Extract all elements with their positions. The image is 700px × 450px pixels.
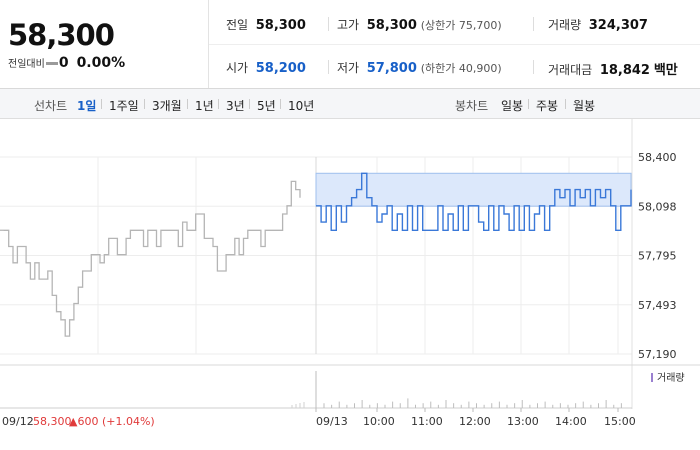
tab-5year[interactable]: 5년 bbox=[257, 99, 276, 113]
lower-limit: (하한가 40,900) bbox=[420, 62, 502, 75]
tab-weekly[interactable]: 주봉 bbox=[536, 99, 559, 113]
tab-separator bbox=[101, 99, 102, 109]
prev-close-label: 전일 bbox=[226, 18, 249, 32]
prev-close-value: 58,300 bbox=[255, 18, 306, 33]
current-price: 58,300 bbox=[8, 18, 115, 52]
open: 시가 58,200 bbox=[226, 59, 306, 76]
volume: 거래량 324,307 bbox=[548, 16, 648, 33]
y-tick-label: 57,795 bbox=[638, 250, 677, 263]
low-value: 57,800 bbox=[366, 61, 417, 76]
line-chart-label: 선차트 bbox=[34, 99, 68, 113]
x-tick-label: 09/13 bbox=[316, 415, 348, 428]
tab-10year[interactable]: 10년 bbox=[288, 99, 315, 113]
change-percent: 0.00% bbox=[76, 55, 126, 71]
open-value: 58,200 bbox=[255, 61, 306, 76]
tab-3month[interactable]: 3개월 bbox=[152, 99, 182, 113]
stats-divider bbox=[209, 44, 700, 45]
tab-separator bbox=[528, 99, 529, 109]
prev-date: 09/12 bbox=[2, 415, 34, 428]
change-label: 전일대비 bbox=[8, 59, 45, 70]
y-tick-label: 58,098 bbox=[638, 200, 677, 213]
y-tick-label: 57,493 bbox=[638, 299, 677, 312]
y-tick-label: 57,190 bbox=[638, 348, 677, 361]
prev-close: 전일 58,300 bbox=[226, 16, 306, 33]
low: 저가 57,800 (하한가 40,900) bbox=[337, 59, 502, 76]
volume-legend: 거래량 bbox=[657, 372, 685, 384]
x-tick-label: 15:00 bbox=[604, 415, 636, 428]
tab-separator bbox=[565, 99, 566, 109]
range-fill bbox=[315, 172, 632, 207]
x-tick-label: 14:00 bbox=[555, 415, 587, 428]
separator bbox=[328, 60, 329, 74]
x-tick-label: 12:00 bbox=[459, 415, 491, 428]
today-line bbox=[316, 172, 632, 231]
tab-1week[interactable]: 1주일 bbox=[109, 99, 139, 113]
x-tick-label: 13:00 bbox=[507, 415, 539, 428]
tab-3year[interactable]: 3년 bbox=[226, 99, 245, 113]
x-tick-label: 11:00 bbox=[411, 415, 443, 428]
separator bbox=[533, 60, 534, 74]
volume-value: 324,307 bbox=[588, 18, 648, 33]
price-box: 58,300 전일대비 0 0.00% bbox=[0, 0, 209, 88]
upper-limit: (상한가 75,700) bbox=[420, 19, 502, 32]
tab-separator bbox=[218, 99, 219, 109]
amount: 거래대금 18,842 백만 bbox=[548, 59, 678, 78]
x-axis-labels: 09/13 10:00 11:00 12:00 13:00 14:00 15:00 bbox=[315, 408, 636, 428]
x-tick-label: 10:00 bbox=[363, 415, 395, 428]
price-lines bbox=[0, 172, 632, 337]
separator bbox=[328, 17, 329, 31]
price-chart: 58,400 58,098 57,795 57,493 57,190 09/13 10:0… bbox=[0, 119, 700, 428]
tab-separator bbox=[144, 99, 145, 109]
open-label: 시가 bbox=[226, 61, 249, 75]
tab-monthly[interactable]: 월봉 bbox=[573, 99, 596, 113]
tab-daily[interactable]: 일봉 bbox=[501, 99, 524, 113]
prev-day-line bbox=[0, 180, 301, 337]
change-value: 0 bbox=[58, 55, 69, 71]
price-change: 전일대비 0 0.00% bbox=[8, 55, 125, 71]
prev-change: ▲600 (+1.04%) bbox=[69, 415, 155, 428]
high-value: 58,300 bbox=[366, 18, 417, 33]
y-axis-labels: 58,400 58,098 57,795 57,493 57,190 bbox=[638, 151, 677, 361]
volume-label: 거래량 bbox=[548, 18, 582, 32]
prev-price: 58,300 bbox=[33, 415, 72, 428]
high-label: 고가 bbox=[337, 18, 360, 32]
amount-value: 18,842 bbox=[599, 63, 650, 78]
chart-grid bbox=[0, 119, 700, 409]
low-label: 저가 bbox=[337, 61, 360, 75]
volume-legend-swatch bbox=[651, 373, 653, 382]
quote-header: 58,300 전일대비 0 0.00% 전일 58,300 고가 58,300 (상… bbox=[0, 0, 700, 89]
separator bbox=[533, 17, 534, 31]
flat-icon bbox=[45, 62, 58, 65]
tab-separator bbox=[249, 99, 250, 109]
amount-unit: 백만 bbox=[653, 63, 678, 78]
chart-tabs: 선차트 1일 1주일 3개월 1년 3년 5년 10년 봉차트 일봉 주봉 월봉 bbox=[0, 89, 700, 119]
tab-1year[interactable]: 1년 bbox=[195, 99, 214, 113]
tab-1day[interactable]: 1일 bbox=[77, 99, 97, 113]
y-tick-label: 58,400 bbox=[638, 151, 677, 164]
tab-separator bbox=[280, 99, 281, 109]
candle-chart-label: 봉차트 bbox=[455, 99, 489, 113]
high: 고가 58,300 (상한가 75,700) bbox=[337, 16, 502, 33]
volume-bars bbox=[291, 371, 622, 408]
today-range-box bbox=[315, 172, 632, 207]
tab-separator bbox=[187, 99, 188, 109]
amount-label: 거래대금 bbox=[548, 63, 593, 77]
